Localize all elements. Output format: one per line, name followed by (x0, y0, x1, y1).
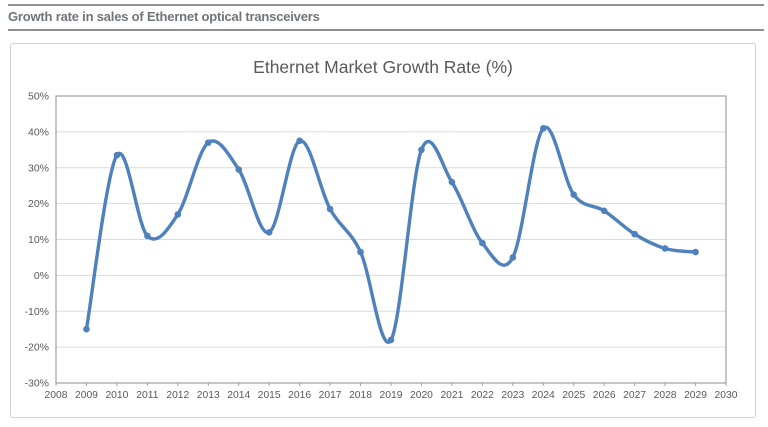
data-point-marker (539, 124, 547, 132)
x-tick-label: 2016 (288, 390, 311, 401)
y-tick-label: 20% (28, 198, 49, 210)
page-title: Growth rate in sales of Ethernet optical… (8, 9, 320, 24)
x-tick-label: 2014 (227, 390, 250, 401)
x-tick-label: 2021 (440, 390, 463, 401)
x-tick-label: 2025 (562, 390, 585, 401)
y-tick-label: 0% (34, 270, 49, 282)
x-tick-label: 2013 (197, 390, 220, 401)
y-tick-label: 40% (28, 126, 49, 138)
y-tick-label: 10% (28, 234, 49, 246)
data-point-marker (509, 254, 517, 261)
header-top-rule (8, 4, 764, 6)
chart-svg: 50% 40% 30% 20% 10% 0% -10% -20% -30%2008 2009 201… (24, 91, 738, 402)
x-tick-label: 2015 (258, 390, 281, 401)
data-point-marker (265, 229, 273, 236)
growth-rate-line (84, 125, 698, 344)
x-tick-label: 2017 (319, 390, 342, 401)
data-point-marker (326, 205, 334, 213)
y-tick-label: 30% (28, 162, 49, 174)
data-point-marker (174, 211, 182, 218)
data-point-marker (448, 178, 456, 186)
y-tick-label: -30% (24, 378, 49, 390)
data-point-marker (661, 245, 669, 252)
y-tick-label: 50% (28, 91, 49, 103)
x-tick-label: 2011 (136, 390, 158, 401)
data-point-marker (357, 248, 364, 256)
data-point-marker (387, 336, 395, 344)
x-tick-label: 2027 (623, 390, 646, 401)
data-point-marker (570, 191, 578, 198)
header-bottom-rule (8, 29, 764, 31)
y-tick-label: -10% (24, 306, 49, 318)
x-tick-label: 2028 (654, 390, 677, 401)
x-tick-label: 2020 (410, 390, 433, 401)
chart-title: Ethernet Market Growth Rate (%) (253, 57, 513, 77)
x-tick-label: 2029 (684, 390, 707, 401)
data-point-marker (204, 139, 212, 146)
x-tick-label: 2026 (593, 390, 616, 401)
chart-container: 50% 40% 30% 20% 10% 0% -10% -20% -30% 2008 2009 201… (10, 43, 756, 418)
x-tick-label: 2009 (75, 390, 98, 401)
data-point-marker (144, 232, 151, 240)
data-point-marker (235, 166, 243, 173)
y-tick-label: -20% (24, 342, 49, 354)
data-point-marker (479, 239, 486, 247)
data-point-marker (83, 325, 90, 333)
x-tick-label: 2030 (715, 390, 738, 401)
data-point-marker (600, 207, 608, 215)
data-point-marker (113, 151, 121, 159)
x-tick-label: 2010 (105, 390, 128, 401)
data-point-marker (418, 146, 425, 154)
x-tick-label: 2008 (45, 390, 68, 401)
x-tick-label: 2022 (471, 390, 494, 401)
x-tick-label: 2019 (380, 390, 403, 401)
x-tick-label: 2012 (166, 390, 189, 401)
data-point-marker (692, 248, 699, 256)
data-point-marker (296, 137, 303, 145)
x-tick-label: 2018 (349, 390, 372, 401)
data-point-marker (631, 230, 638, 238)
x-tick-label: 2023 (501, 390, 524, 401)
x-tick-label: 2024 (532, 390, 555, 401)
